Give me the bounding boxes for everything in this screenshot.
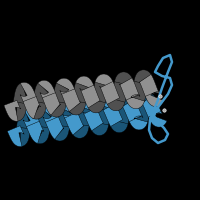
Polygon shape xyxy=(91,122,109,135)
Polygon shape xyxy=(4,100,21,121)
Polygon shape xyxy=(114,72,132,86)
Polygon shape xyxy=(36,107,52,128)
Polygon shape xyxy=(42,93,60,115)
Polygon shape xyxy=(13,83,29,104)
Polygon shape xyxy=(72,123,89,138)
Polygon shape xyxy=(114,103,131,124)
Polygon shape xyxy=(12,101,27,121)
Polygon shape xyxy=(59,102,78,119)
Polygon shape xyxy=(134,102,150,123)
Polygon shape xyxy=(92,82,109,103)
Polygon shape xyxy=(62,89,80,111)
Polygon shape xyxy=(40,105,59,123)
Polygon shape xyxy=(50,100,66,117)
Polygon shape xyxy=(56,78,75,95)
Polygon shape xyxy=(23,107,40,127)
Polygon shape xyxy=(20,82,36,102)
Polygon shape xyxy=(33,82,49,104)
Polygon shape xyxy=(131,81,148,102)
Polygon shape xyxy=(76,76,94,91)
Polygon shape xyxy=(117,94,135,108)
Polygon shape xyxy=(17,108,32,129)
Polygon shape xyxy=(139,74,158,97)
Polygon shape xyxy=(72,82,89,103)
Polygon shape xyxy=(35,125,50,144)
Polygon shape xyxy=(103,104,123,127)
Polygon shape xyxy=(15,126,31,147)
Polygon shape xyxy=(95,74,113,88)
Polygon shape xyxy=(134,70,151,84)
Polygon shape xyxy=(126,94,144,109)
Polygon shape xyxy=(95,104,111,125)
Polygon shape xyxy=(98,96,116,110)
Polygon shape xyxy=(129,115,148,130)
Polygon shape xyxy=(38,80,56,98)
Polygon shape xyxy=(88,99,106,113)
Point xyxy=(162,108,166,112)
Polygon shape xyxy=(75,105,91,126)
Polygon shape xyxy=(56,106,72,127)
Polygon shape xyxy=(84,108,103,131)
Polygon shape xyxy=(145,91,164,107)
Polygon shape xyxy=(26,121,44,143)
Polygon shape xyxy=(148,111,167,127)
Polygon shape xyxy=(107,97,125,111)
Polygon shape xyxy=(32,101,47,119)
Polygon shape xyxy=(110,119,128,133)
Polygon shape xyxy=(142,95,161,118)
Polygon shape xyxy=(7,126,24,147)
Point xyxy=(158,94,162,98)
Polygon shape xyxy=(120,78,139,101)
Polygon shape xyxy=(136,91,154,105)
Polygon shape xyxy=(100,81,120,104)
Polygon shape xyxy=(54,124,70,141)
Polygon shape xyxy=(45,117,64,139)
Polygon shape xyxy=(81,85,100,108)
Polygon shape xyxy=(65,112,84,135)
Polygon shape xyxy=(53,82,69,103)
Polygon shape xyxy=(122,99,142,122)
Polygon shape xyxy=(78,99,97,114)
Polygon shape xyxy=(23,97,41,119)
Polygon shape xyxy=(111,81,128,102)
Polygon shape xyxy=(69,100,86,115)
